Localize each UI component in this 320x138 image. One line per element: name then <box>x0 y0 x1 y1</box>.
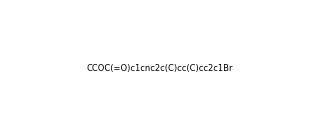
Text: CCOC(=O)c1cnc2c(C)cc(C)cc2c1Br: CCOC(=O)c1cnc2c(C)cc(C)cc2c1Br <box>87 64 233 74</box>
